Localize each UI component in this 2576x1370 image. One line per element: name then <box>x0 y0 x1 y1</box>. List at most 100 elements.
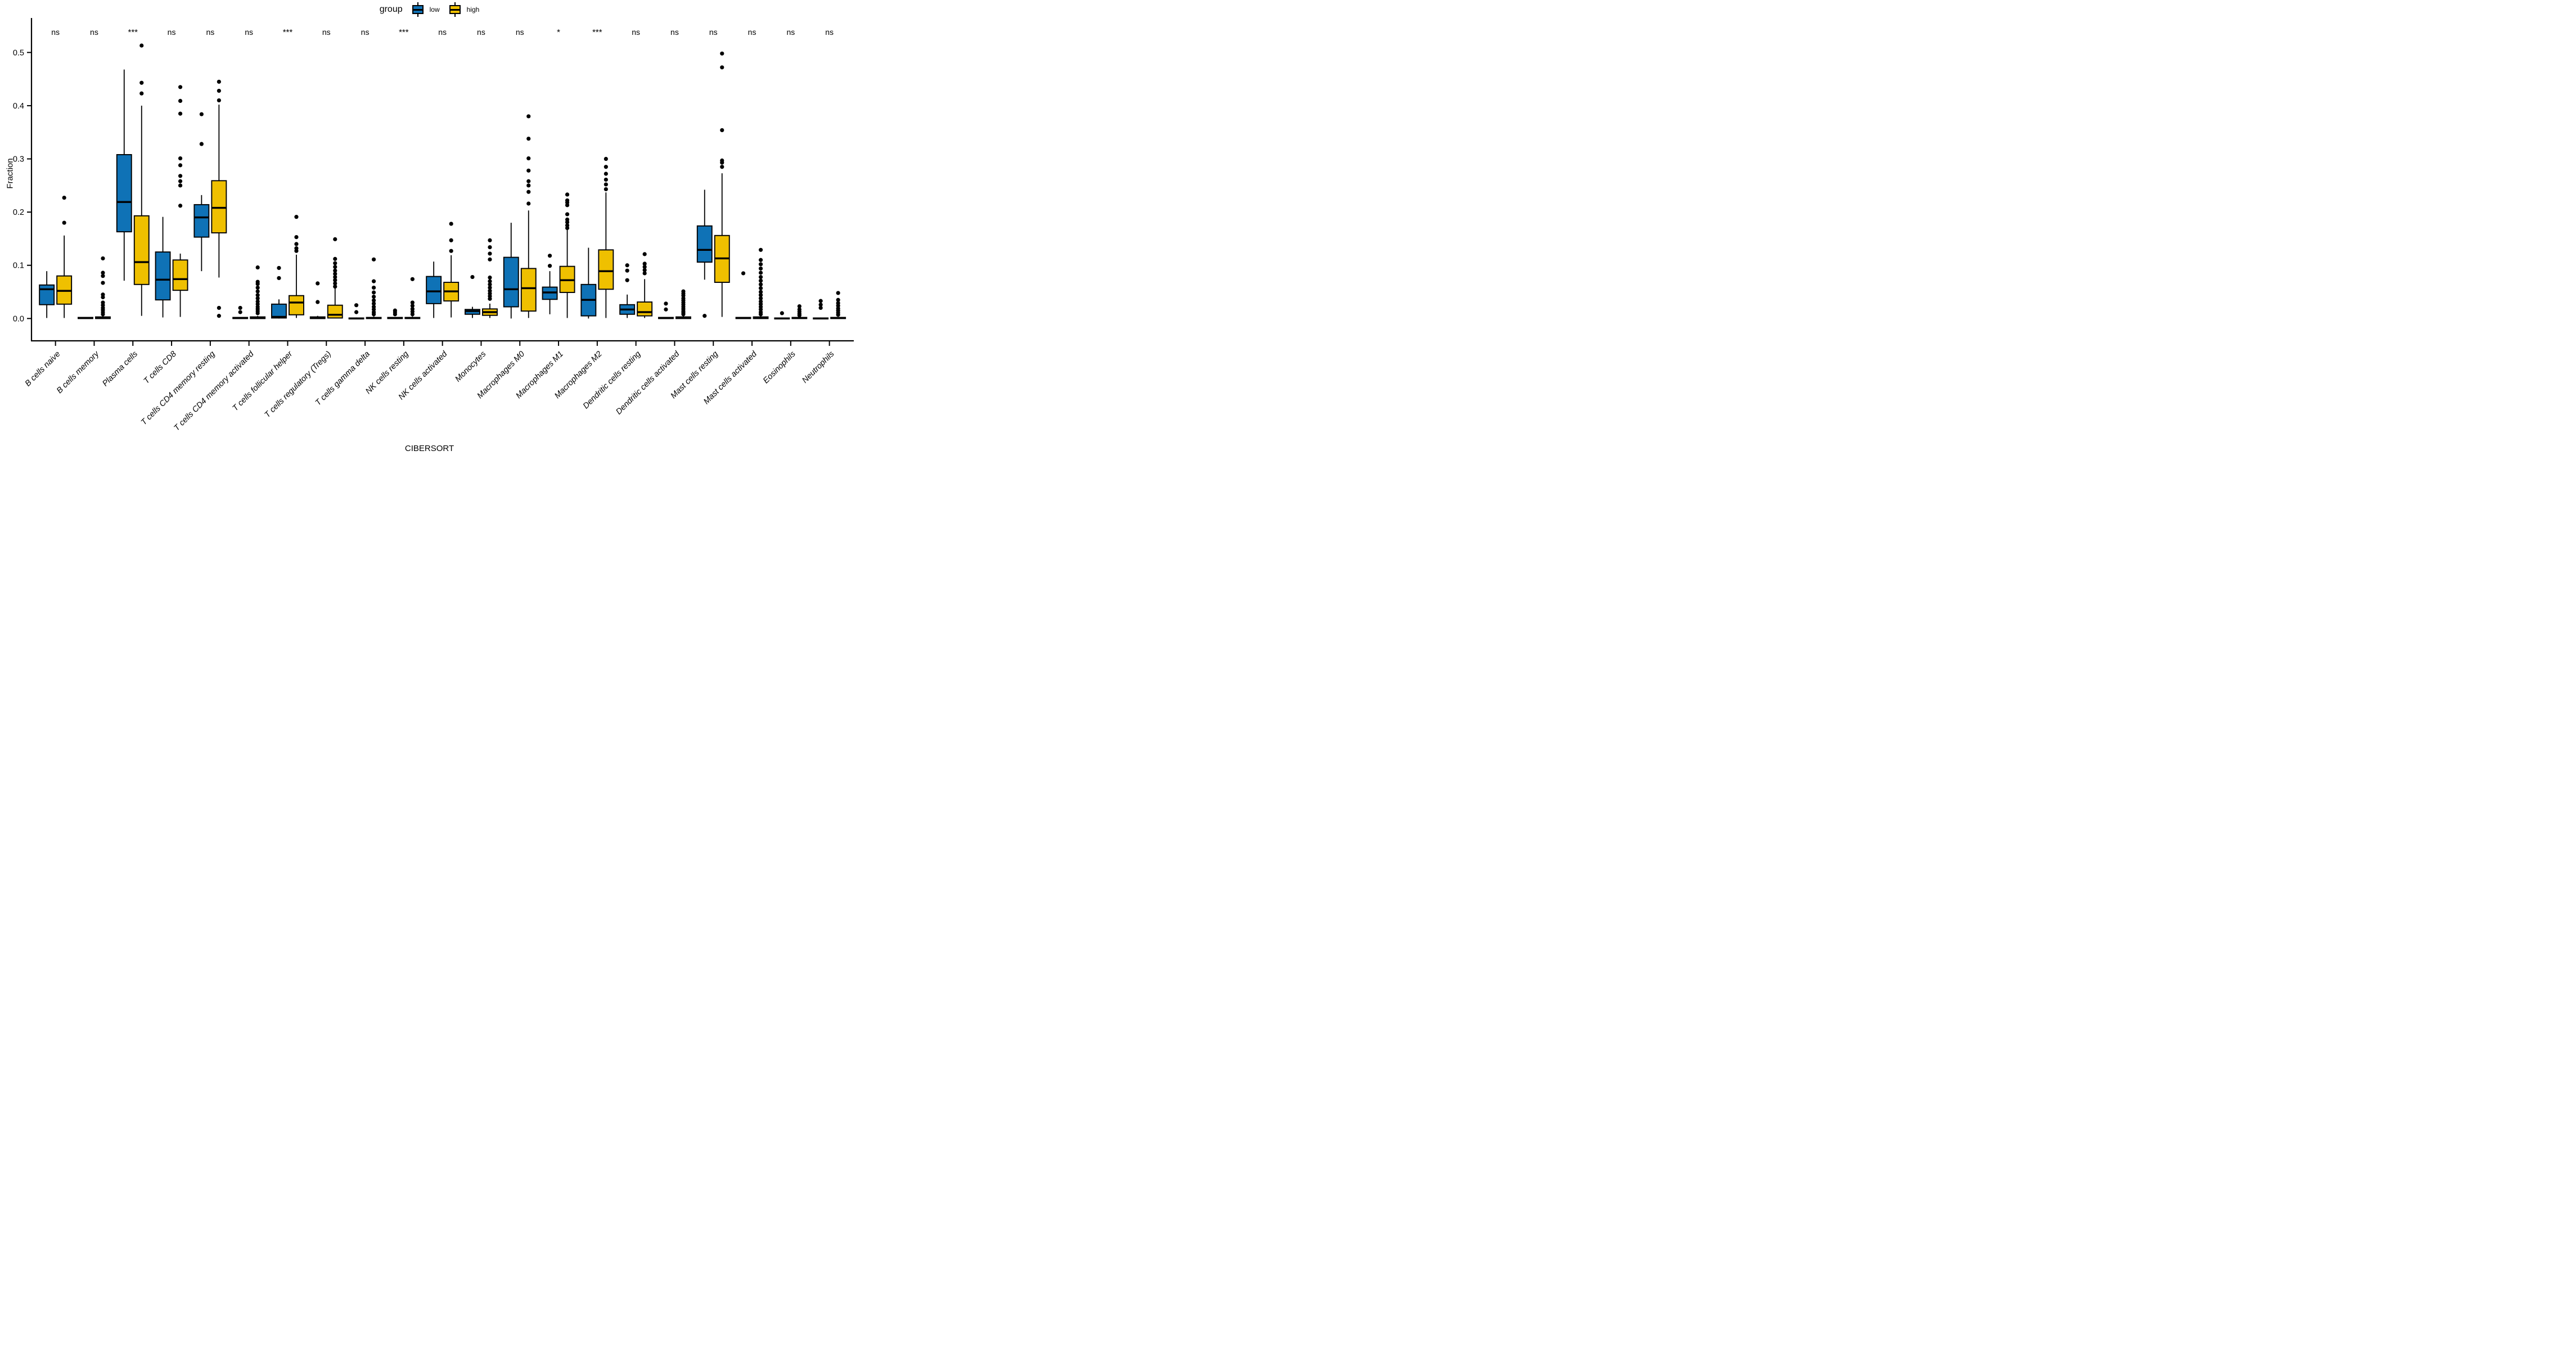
outlier-point <box>139 80 144 85</box>
outlier-point <box>178 156 183 161</box>
outlier-point <box>488 251 492 256</box>
outlier-point <box>526 190 531 194</box>
box-high[interactable] <box>404 277 421 319</box>
box-low[interactable] <box>542 254 558 314</box>
box-high[interactable] <box>289 215 304 318</box>
outlier-point <box>333 274 337 280</box>
significance-label: *** <box>592 28 602 37</box>
box-low[interactable] <box>232 305 249 319</box>
box-low[interactable] <box>155 217 171 318</box>
box-low[interactable] <box>309 281 326 319</box>
outlier-point <box>371 304 376 309</box>
box-high[interactable] <box>443 222 460 318</box>
outlier-point <box>101 292 105 297</box>
outlier-point <box>720 158 724 163</box>
boxplot-figure: group low high Fraction 0.0 0.1 0.2 0.3 0.4 0… <box>0 0 859 457</box>
box-high[interactable] <box>56 195 73 318</box>
box-high[interactable] <box>250 265 266 319</box>
box-high[interactable] <box>482 238 498 318</box>
box-low[interactable] <box>658 301 674 319</box>
box-low[interactable] <box>465 274 480 318</box>
box-low[interactable] <box>39 271 55 318</box>
outlier-point <box>410 304 415 308</box>
outlier-point <box>625 278 629 282</box>
outlier-point <box>818 305 823 310</box>
outlier-point <box>333 281 337 286</box>
box-low[interactable] <box>426 262 442 318</box>
box-low[interactable] <box>387 308 403 319</box>
outlier-point <box>217 79 221 84</box>
outlier-point <box>199 142 204 146</box>
box-high[interactable] <box>598 156 614 318</box>
box-high[interactable] <box>637 252 653 318</box>
box-high[interactable] <box>520 114 537 318</box>
box-low[interactable] <box>193 112 210 272</box>
box-high[interactable] <box>753 247 769 319</box>
box-low[interactable] <box>735 271 751 319</box>
outlier-point <box>741 271 746 276</box>
y-tick-label: 0.2 <box>13 208 24 217</box>
outlier-point <box>720 51 724 56</box>
box-low[interactable] <box>619 263 636 318</box>
y-tick-label: 0.3 <box>13 155 24 164</box>
significance-label: * <box>557 28 560 37</box>
box-high[interactable] <box>714 51 730 317</box>
outlier-point <box>255 289 260 294</box>
category-monocytes: ns Monocytes <box>453 28 498 384</box>
category-eosinophils: ns Eosinophils <box>762 28 808 385</box>
significance-label: ns <box>322 28 331 37</box>
outlier-point <box>758 262 763 267</box>
outlier-point <box>604 165 608 169</box>
outlier-point <box>178 163 183 168</box>
box-high[interactable] <box>211 79 227 318</box>
box-low[interactable] <box>774 311 790 320</box>
box-high[interactable] <box>830 291 846 319</box>
outlier-point <box>294 235 299 240</box>
significance-label: ns <box>51 28 60 37</box>
box-high[interactable] <box>791 304 808 319</box>
outlier-point <box>101 256 105 261</box>
box-low[interactable] <box>580 247 597 319</box>
outlier-point <box>642 268 647 272</box>
outlier-point <box>526 183 531 188</box>
box-high[interactable] <box>366 257 382 319</box>
legend-item-low[interactable]: low <box>411 2 440 17</box>
box-high[interactable] <box>95 256 111 319</box>
outlier-point <box>178 98 183 103</box>
outlier-point <box>604 172 608 176</box>
outlier-point <box>758 296 763 300</box>
outlier-point <box>565 217 570 222</box>
category-b-cells-naive: ns B cells naive <box>24 28 73 388</box>
outlier-point <box>526 168 531 173</box>
box-low[interactable] <box>696 190 713 318</box>
category-t-cells-cd4-memory-resting: ns T cells CD4 memory resting <box>139 28 227 427</box>
box-high[interactable] <box>172 85 188 317</box>
outlier-point <box>780 311 784 316</box>
outlier-point <box>178 179 183 183</box>
box-high[interactable] <box>559 192 575 318</box>
box-low[interactable] <box>348 303 364 320</box>
box-low[interactable] <box>271 265 287 319</box>
legend-item-high[interactable]: high <box>448 2 479 17</box>
outlier-point <box>449 222 453 226</box>
box-low[interactable] <box>503 223 519 319</box>
outlier-point <box>758 247 763 252</box>
outlier-point <box>526 156 531 161</box>
box-low[interactable] <box>116 69 132 281</box>
outlier-point <box>488 279 492 283</box>
box-high[interactable] <box>675 289 691 319</box>
outlier-point <box>818 299 823 303</box>
significance-label: ns <box>748 28 756 37</box>
outlier-point <box>604 156 608 161</box>
y-tick-label: 0.0 <box>13 314 24 323</box>
box-low[interactable] <box>813 299 829 320</box>
outlier-point <box>62 195 66 200</box>
box-high[interactable] <box>327 237 343 319</box>
outlier-point <box>371 285 376 290</box>
box-low[interactable] <box>78 317 93 319</box>
boxplot-key-icon-high <box>448 2 462 17</box>
box-high[interactable] <box>133 43 150 316</box>
x-tick-label: T cells CD4 memory resting <box>139 350 217 427</box>
